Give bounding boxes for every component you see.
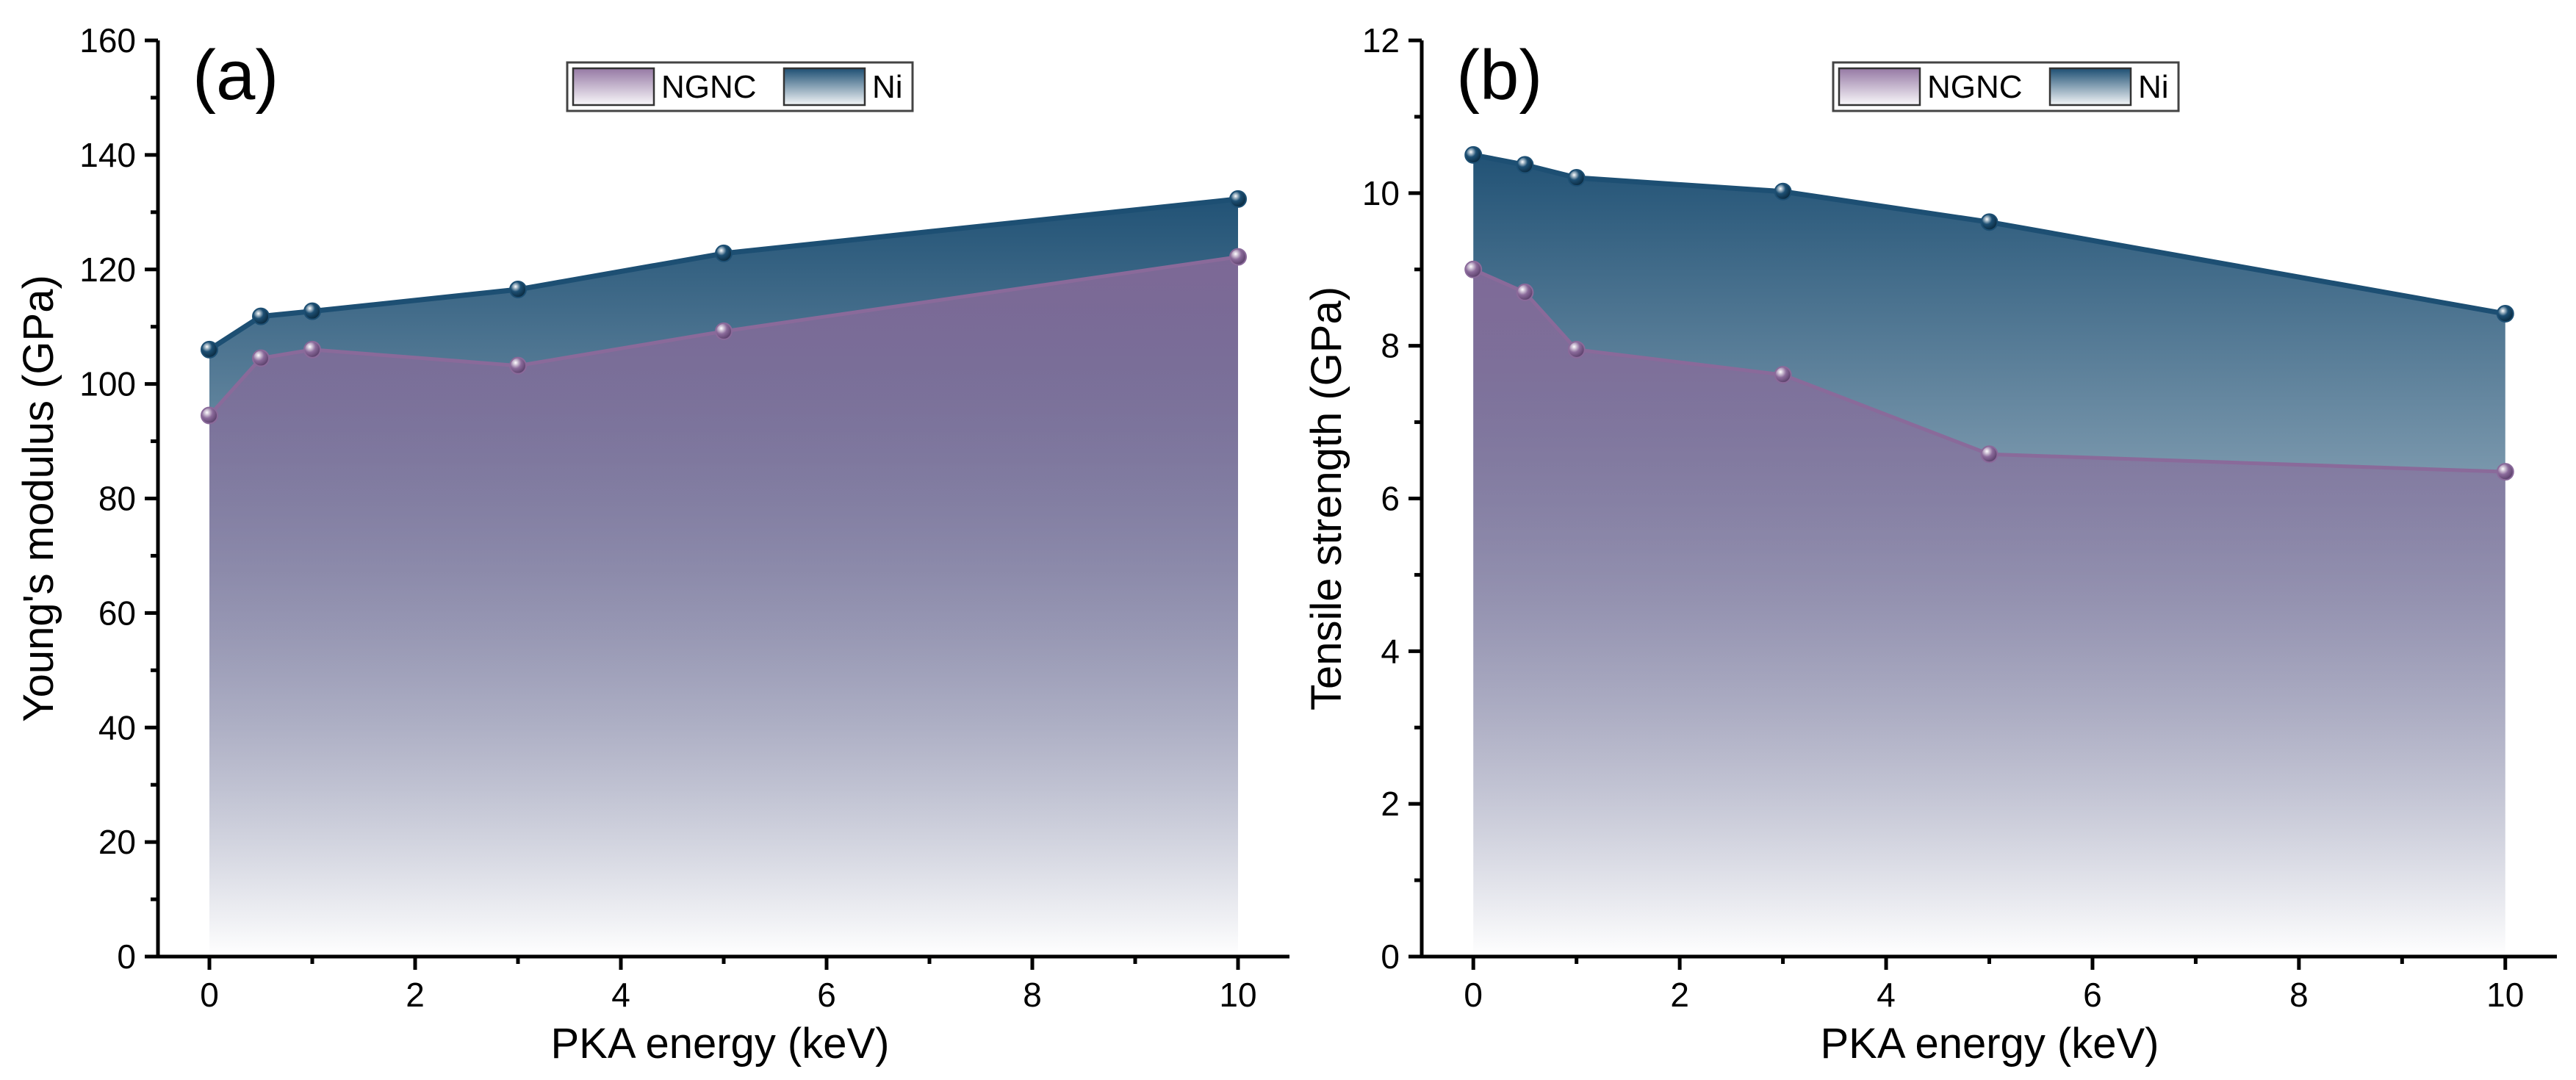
y-tick-label: 120 <box>79 251 136 289</box>
y-axis-title-b: Tensile strength (GPa) <box>1303 287 1350 710</box>
legend-b: NGNC Ni <box>1832 61 2180 112</box>
panel-b: 0 2 4 6 8 10 12 0 2 4 6 8 10 (b) PKA energy (keV) Te… <box>1303 21 2557 1068</box>
y-tick-label: 0 <box>1381 937 1400 976</box>
x-tick-label: 6 <box>2083 976 2102 1014</box>
panel-a: 0 20 40 60 80 100 120 140 160 0 2 4 6 8 10 (a) PKA ene… <box>15 21 1289 1068</box>
x-axis-title-b: PKA energy (keV) <box>1821 1020 2159 1068</box>
series-line-ni <box>208 196 1239 352</box>
x-tick-label: 8 <box>2289 976 2309 1014</box>
x-tick-label: 4 <box>1877 976 1896 1014</box>
data-point-ngnc <box>1464 260 1483 278</box>
data-point-ni <box>1567 169 1586 187</box>
data-point-ni <box>2496 305 2514 323</box>
series-line-ngnc <box>1472 267 2505 474</box>
data-point-ni <box>1516 156 1534 174</box>
y-tick-label: 40 <box>98 708 136 746</box>
legend-swatch-ngnc <box>1838 67 1921 107</box>
data-point-ngnc <box>715 322 733 340</box>
x-tick-label: 10 <box>2486 976 2524 1014</box>
x-tick-label: 6 <box>817 976 836 1014</box>
y-tick-label: 2 <box>1381 785 1400 823</box>
y-tick-label: 6 <box>1381 480 1400 518</box>
data-point-ni <box>201 340 218 359</box>
chart-b-axes: 0 2 4 6 8 10 12 0 2 4 6 8 10 <box>1362 21 2557 1014</box>
data-point-ni <box>252 307 270 325</box>
legend-label-ngnc: NGNC <box>1927 69 2023 105</box>
y-tick-label: 140 <box>79 136 136 174</box>
legend-label-ni: Ni <box>2138 69 2169 105</box>
y-tick-label: 80 <box>98 480 136 518</box>
chart-a-axes: 0 20 40 60 80 100 120 140 160 0 2 4 6 8 10 <box>79 21 1289 1014</box>
data-point-ngnc <box>2496 463 2514 481</box>
legend-swatch-ni <box>2048 67 2132 107</box>
y-tick-label: 0 <box>117 937 136 976</box>
y-tick-label: 20 <box>98 823 136 861</box>
data-point-ni <box>303 302 321 320</box>
chart-b-series <box>1464 145 2514 481</box>
panel-label-a: (a) <box>193 36 278 115</box>
data-point-ngnc <box>1229 248 1247 266</box>
legend-swatch-ni <box>782 67 866 107</box>
data-point-ni <box>1229 190 1247 208</box>
y-tick-label: 160 <box>79 21 136 60</box>
y-tick-label: 10 <box>1362 174 1400 212</box>
chart-b-areas <box>1473 154 2505 957</box>
data-point-ngnc <box>303 340 321 359</box>
data-point-ngnc <box>1774 366 1792 384</box>
y-tick-label: 60 <box>98 594 136 632</box>
data-point-ngnc <box>1980 445 1998 464</box>
legend-label-ni: Ni <box>872 69 903 105</box>
legend-swatch-ngnc <box>572 67 655 107</box>
data-point-ni <box>509 281 527 299</box>
data-point-ngnc <box>1567 340 1586 359</box>
x-tick-label: 0 <box>200 976 219 1014</box>
data-point-ngnc <box>1516 283 1534 301</box>
x-tick-label: 4 <box>611 976 630 1014</box>
legend-a: NGNC Ni <box>566 61 914 112</box>
area-ngnc <box>209 256 1238 957</box>
chart-a-areas <box>209 198 1238 957</box>
y-axis-title-a: Young's modulus (GPa) <box>15 275 62 722</box>
series-line-ngnc <box>208 255 1239 417</box>
y-tick-label: 100 <box>79 365 136 403</box>
y-tick-label: 8 <box>1381 327 1400 365</box>
x-axis-title-a: PKA energy (keV) <box>551 1020 890 1068</box>
x-tick-label: 10 <box>1219 976 1256 1014</box>
chart-a-series <box>201 190 1247 425</box>
x-tick-label: 2 <box>1670 976 1689 1014</box>
panel-label-b: (b) <box>1456 36 1542 115</box>
x-tick-label: 8 <box>1023 976 1042 1014</box>
data-point-ni <box>1980 213 1998 231</box>
data-point-ngnc <box>252 349 270 367</box>
area-ngnc <box>1473 269 2505 957</box>
data-point-ni <box>1774 182 1792 201</box>
y-tick-label: 4 <box>1381 632 1400 670</box>
data-point-ni <box>1464 145 1483 164</box>
y-tick-label: 12 <box>1362 21 1400 60</box>
data-point-ngnc <box>201 406 218 425</box>
x-tick-label: 2 <box>406 976 425 1014</box>
x-tick-label: 0 <box>1464 976 1483 1014</box>
data-point-ngnc <box>509 356 527 375</box>
data-point-ni <box>715 244 733 262</box>
legend-label-ngnc: NGNC <box>661 69 757 105</box>
